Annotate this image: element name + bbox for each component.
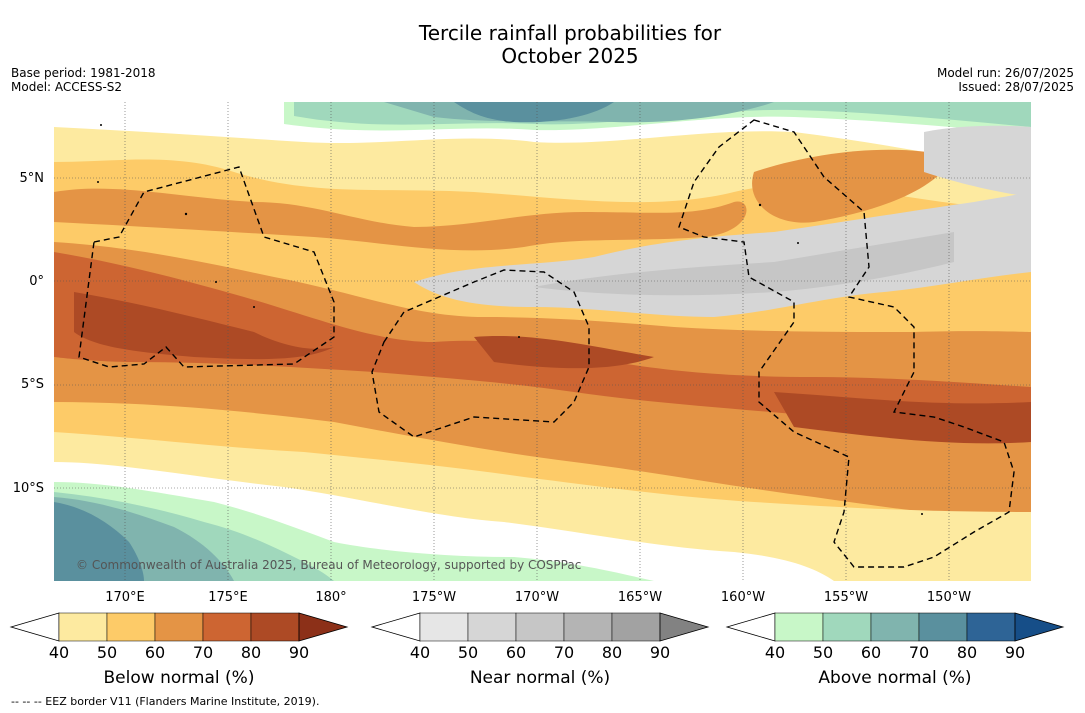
cb-near-tick-70: 70 <box>553 643 575 662</box>
colorbar-segment <box>154 612 204 642</box>
colorbars <box>9 612 1065 642</box>
cb-below-tick-40: 40 <box>48 643 70 662</box>
colorbar-segment <box>822 612 872 642</box>
colorbar-segment <box>918 612 968 642</box>
cb-near-tick-40: 40 <box>409 643 431 662</box>
lat-label-5s: 5°S <box>20 377 44 392</box>
colorbar-near-normal <box>370 612 710 642</box>
lon-label-180: 180° <box>315 590 347 605</box>
cb-below-tick-50: 50 <box>96 643 118 662</box>
island-markers <box>97 124 923 515</box>
colorbar-above-normal <box>725 612 1065 642</box>
lon-label-170e: 170°E <box>105 590 145 605</box>
cb-below-tick-70: 70 <box>192 643 214 662</box>
lon-label-165w: 165°W <box>617 590 663 605</box>
lat-label-eq: 0° <box>29 274 44 289</box>
region-below-70 <box>54 252 1031 437</box>
eez-footnote: -- -- -- EEZ border V11 (Flanders Marine… <box>11 695 320 708</box>
eez-kiribati-gilbert <box>78 166 335 368</box>
probability-map <box>54 102 1031 581</box>
colorbar-segment <box>58 612 108 642</box>
region-above-80-south <box>54 502 144 581</box>
colorbar-segment <box>202 612 252 642</box>
title-line-2: October 2025 <box>501 44 639 68</box>
meta-right: Model run: 26/07/2025 Issued: 28/07/2025 <box>937 66 1074 94</box>
colorbar-segment <box>250 612 300 642</box>
cb-near-tick-60: 60 <box>505 643 527 662</box>
colorbar-below-normal <box>9 612 349 642</box>
cb-below-tick-90: 90 <box>288 643 310 662</box>
colorbar-segment <box>870 612 920 642</box>
region-below-80-west <box>74 292 334 360</box>
issued-date: Issued: 28/07/2025 <box>958 80 1074 94</box>
lon-label-150w: 150°W <box>926 590 972 605</box>
lon-label-170w: 170°W <box>514 590 560 605</box>
colorbar-segment <box>515 612 565 642</box>
base-period: Base period: 1981-2018 <box>11 66 156 80</box>
cb-near-tick-50: 50 <box>457 643 479 662</box>
cb-near-tick-80: 80 <box>601 643 623 662</box>
colorbar-segment <box>611 612 661 642</box>
lon-label-175w: 175°W <box>411 590 457 605</box>
map-gridlines <box>54 102 1031 581</box>
cb-near-tick-90: 90 <box>649 643 671 662</box>
colorbar-segment <box>774 612 824 642</box>
colorbar-segment <box>419 612 469 642</box>
region-near-north-east <box>924 125 1031 197</box>
model-name: Model: ACCESS-S2 <box>11 80 123 94</box>
colorbar-extend-high <box>1014 612 1065 642</box>
cb-above-tick-60: 60 <box>860 643 882 662</box>
lon-label-160w: 160°W <box>720 590 766 605</box>
cb-below-tick-60: 60 <box>144 643 166 662</box>
lon-label-175e: 175°E <box>208 590 248 605</box>
region-near-70 <box>534 232 954 296</box>
region-below-60-northeast <box>752 149 954 223</box>
region-below-80-central <box>474 336 654 369</box>
region-above-80-north <box>454 102 614 123</box>
region-below-60-north <box>54 188 747 251</box>
colorbar-extend-low <box>725 612 776 642</box>
meta-left: Base period: 1981-2018 Model: ACCESS-S2 <box>11 66 156 94</box>
lon-label-155w: 155°W <box>823 590 869 605</box>
region-below-80-east <box>774 392 1031 444</box>
eez-kiribati-phoenix <box>371 269 590 438</box>
colorbar-title-below: Below normal (%) <box>103 668 255 688</box>
cb-above-tick-40: 40 <box>764 643 786 662</box>
colorbar-segment <box>966 612 1016 642</box>
colorbar-segment <box>467 612 517 642</box>
cb-below-tick-80: 80 <box>240 643 262 662</box>
copyright-notice: © Commonwealth of Australia 2025, Bureau… <box>76 558 582 572</box>
cb-above-tick-50: 50 <box>812 643 834 662</box>
cb-above-tick-90: 90 <box>1004 643 1026 662</box>
colorbar-extend-high <box>298 612 349 642</box>
lat-label-10s: 10°S <box>12 481 44 496</box>
colorbar-title-above: Above normal (%) <box>818 668 972 688</box>
lat-label-5n: 5°N <box>19 171 45 186</box>
colorbar-segment <box>563 612 613 642</box>
colorbar-segment <box>106 612 156 642</box>
colorbar-title-near: Near normal (%) <box>469 668 611 688</box>
model-run: Model run: 26/07/2025 <box>936 66 1074 80</box>
colorbar-extend-low <box>9 612 60 642</box>
title-line-1: Tercile rainfall probabilities for <box>418 21 722 45</box>
colorbar-extend-low <box>370 612 421 642</box>
eez-borders <box>78 119 1015 568</box>
map-title: Tercile rainfall probabilities for Octob… <box>0 22 1085 68</box>
eez-kiribati-line-french-polynesia <box>678 119 1015 568</box>
cb-above-tick-80: 80 <box>956 643 978 662</box>
colorbar-extend-high <box>659 612 710 642</box>
cb-above-tick-70: 70 <box>908 643 930 662</box>
